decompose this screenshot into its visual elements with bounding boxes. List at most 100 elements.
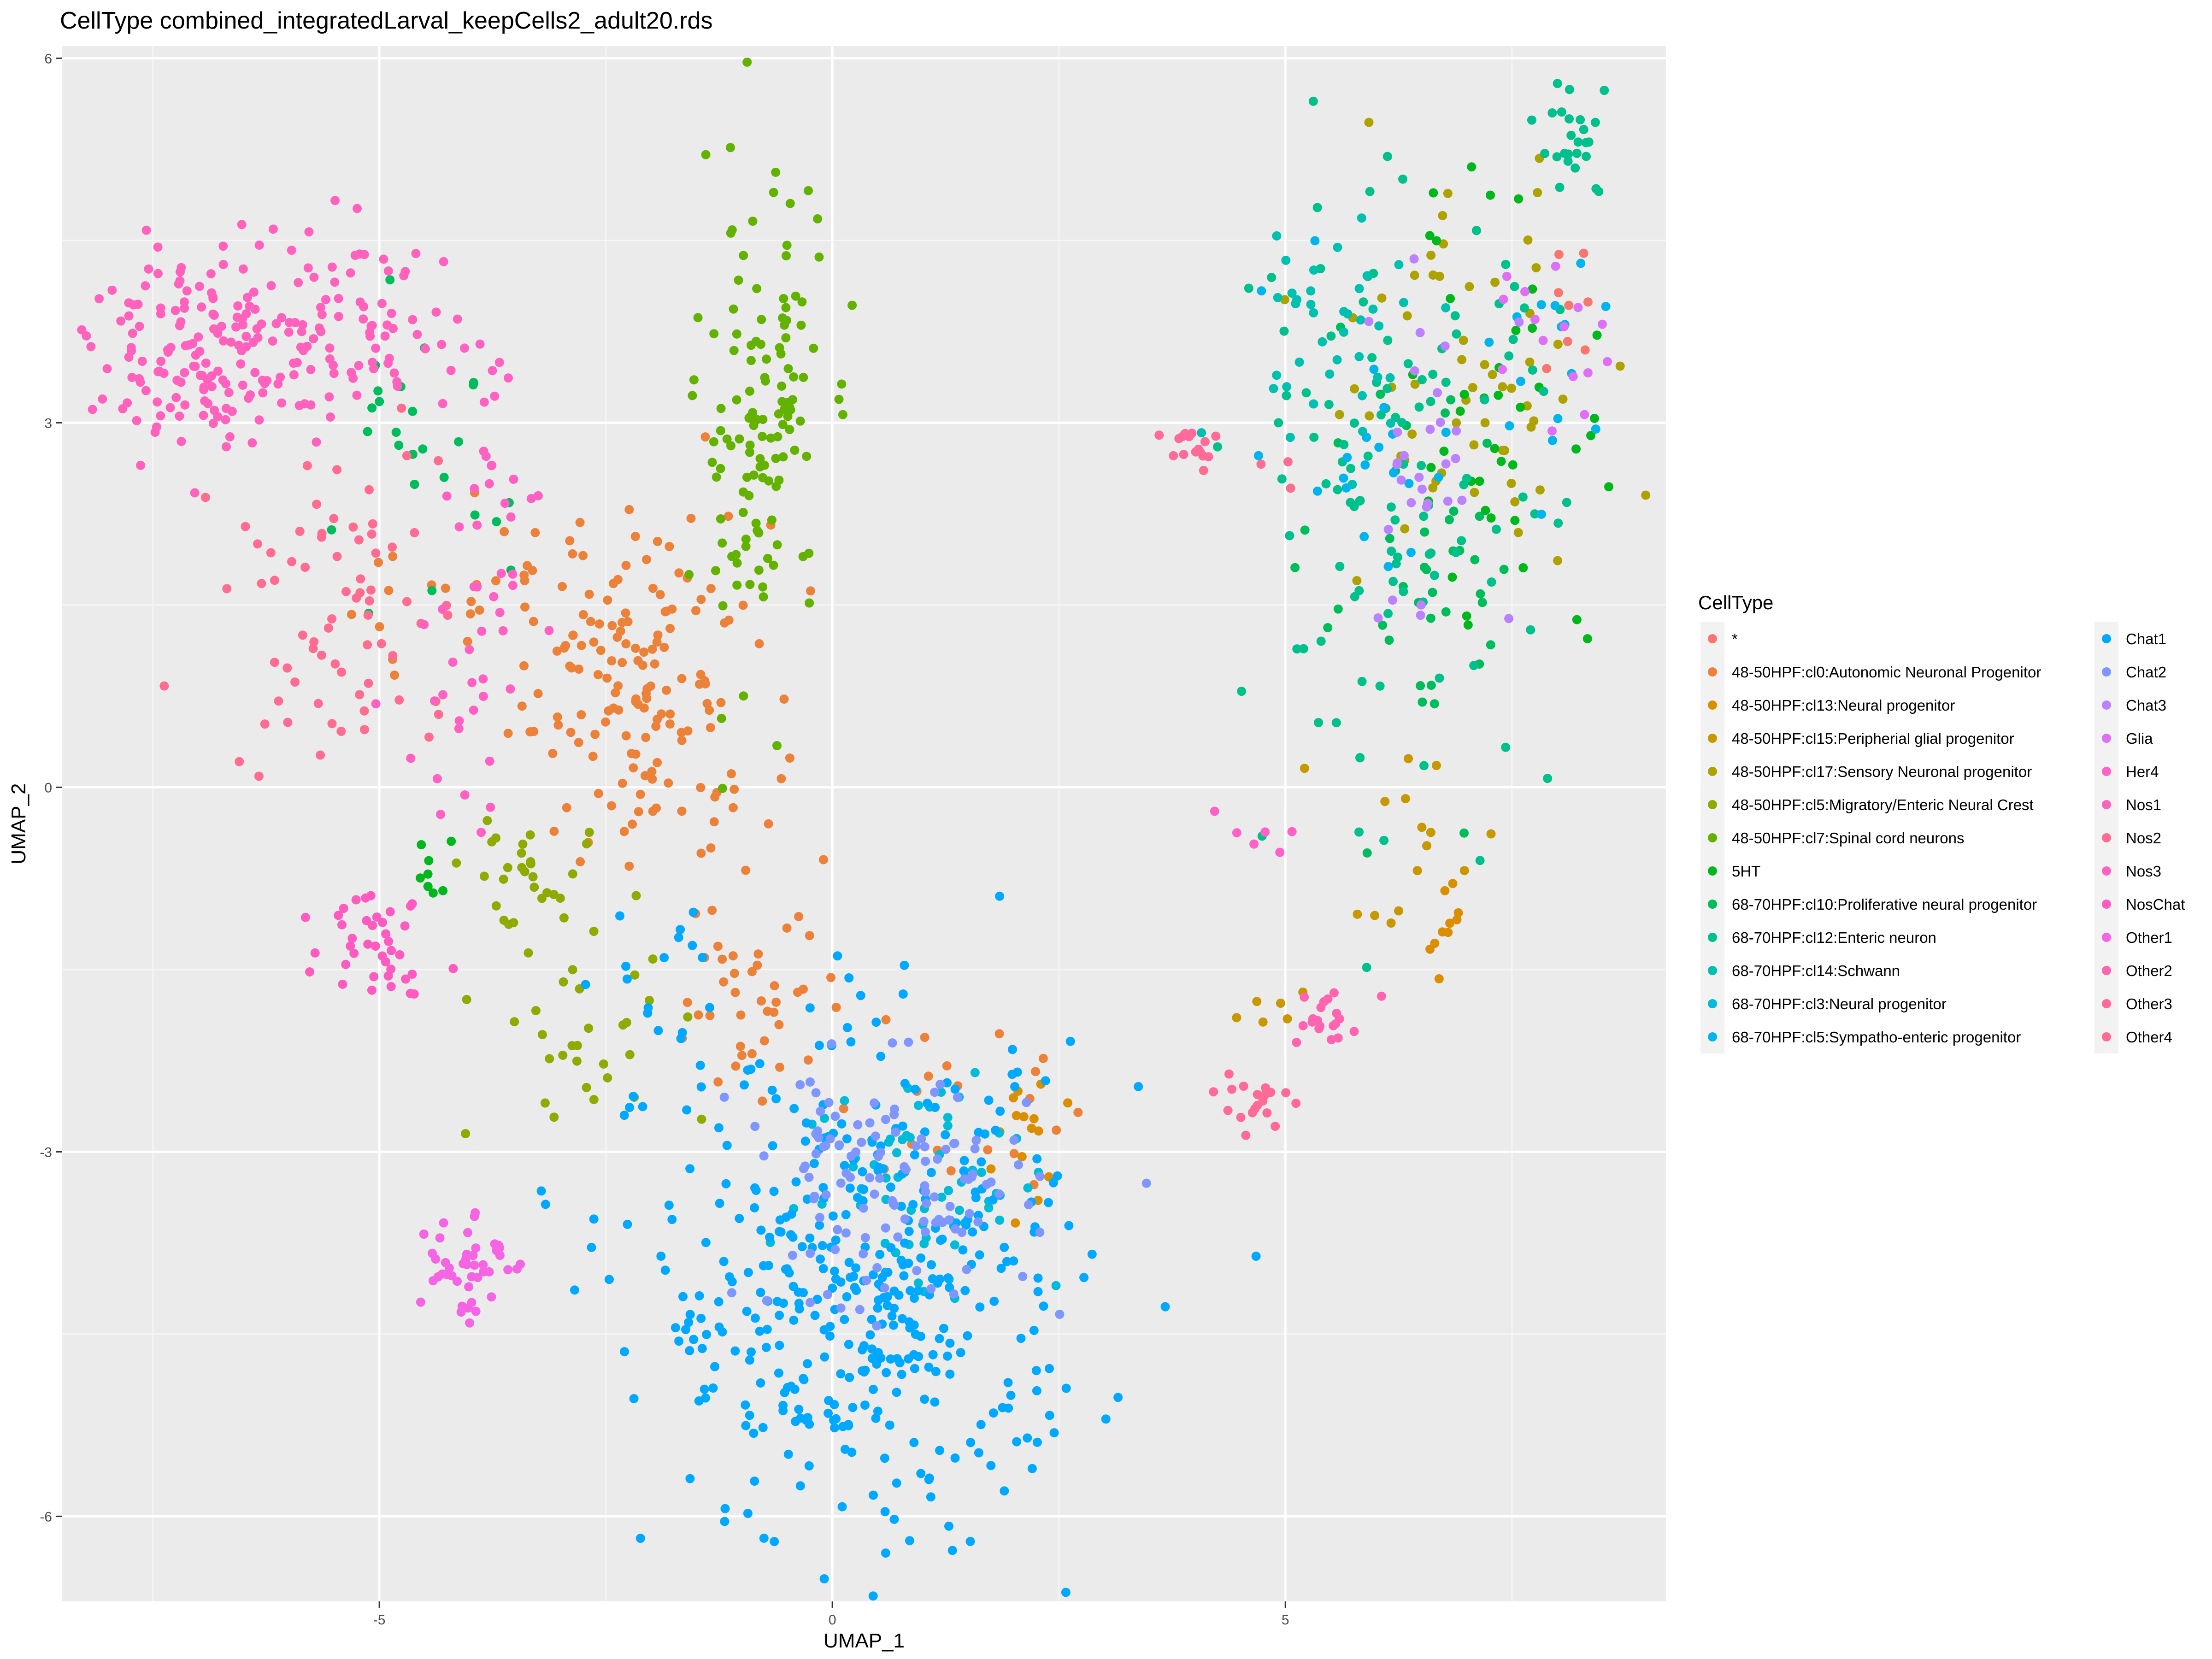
data-point [945,1282,954,1292]
data-point [793,988,802,997]
data-point [881,1115,890,1124]
data-point [845,1183,855,1193]
data-point [986,1461,996,1471]
data-point [1061,1383,1071,1393]
data-point [1590,413,1599,423]
data-point [1065,1036,1075,1046]
data-point [888,1038,897,1048]
data-point [277,398,287,408]
data-point [1470,555,1480,565]
data-point [935,1446,944,1455]
data-point [1426,397,1435,406]
data-point [771,997,781,1007]
data-point [141,386,151,395]
data-point [284,327,294,337]
data-point [871,1131,880,1141]
data-point [750,1203,759,1212]
data-point [685,1346,694,1355]
data-point [1399,587,1408,596]
data-point [410,528,419,537]
legend-label: 48-50HPF:cl5:Migratory/Enteric Neural Cr… [1732,796,2034,813]
data-point [873,1406,882,1416]
data-point [208,309,218,319]
data-point [911,1084,920,1094]
legend-label: 48-50HPF:cl15:Peripherial glial progenit… [1732,730,2014,747]
data-point [825,1134,835,1144]
data-point [781,1265,790,1274]
data-point [1016,1334,1026,1343]
data-point [519,661,529,671]
data-point [935,1334,944,1343]
data-point [1441,377,1451,387]
data-point [492,517,501,526]
legend-label: Other3 [2126,995,2172,1012]
data-point [277,313,287,323]
data-point [1339,440,1349,449]
data-point [1362,963,1371,972]
data-point [306,365,316,374]
data-point [197,302,206,312]
data-point [1400,794,1410,804]
data-point [1439,447,1449,456]
data-point [1428,588,1437,597]
data-point [1327,1035,1336,1044]
data-point [830,1245,840,1254]
data-point [729,304,738,314]
data-point [1426,681,1436,690]
data-point [959,1156,969,1165]
data-point [859,1249,868,1259]
data-point [785,753,794,763]
data-point [841,1228,851,1238]
data-point [795,1080,805,1089]
data-point [1033,1273,1043,1283]
data-point [1499,294,1508,304]
data-point [665,719,675,729]
data-point [1031,1067,1040,1077]
data-point [916,1469,926,1478]
data-point [799,1288,808,1297]
data-point [759,1036,769,1046]
data-point [247,438,257,447]
data-point [826,973,835,982]
data-point [1000,1242,1009,1252]
data-point [656,1251,666,1261]
data-point [726,143,735,153]
data-point [1615,361,1625,371]
data-point [402,597,412,606]
data-point [946,1166,956,1176]
legend-key-dot [1708,900,1717,909]
data-point [772,1297,782,1306]
data-point [489,592,499,601]
data-point [582,839,591,848]
data-point [1435,418,1445,427]
data-point [844,973,854,982]
data-point [888,1320,898,1330]
data-point [858,1167,867,1177]
data-point [1586,431,1595,441]
data-point [574,738,583,747]
data-point [774,1020,784,1030]
data-point [830,1423,839,1433]
series-6 [684,57,857,793]
data-point [1576,115,1585,124]
legend-label: Chat2 [2126,664,2166,681]
data-point [436,810,445,819]
data-point [774,1368,783,1378]
data-point [837,1119,847,1129]
data-point [971,1193,981,1202]
data-point [371,343,381,353]
data-point [859,1341,869,1351]
data-point [878,1164,888,1174]
data-point [1063,1098,1072,1108]
data-point [683,1012,693,1022]
data-point [545,1054,554,1064]
data-point [1377,293,1387,303]
legend-label: 68-70HPF:cl5:Sympatho-enteric progenitor [1732,1029,2021,1046]
data-point [705,1003,714,1012]
data-point [924,1071,933,1081]
data-point [758,1423,768,1432]
data-point [970,1144,980,1153]
data-point [430,696,439,706]
data-point [383,266,393,276]
data-point [1027,1464,1037,1473]
